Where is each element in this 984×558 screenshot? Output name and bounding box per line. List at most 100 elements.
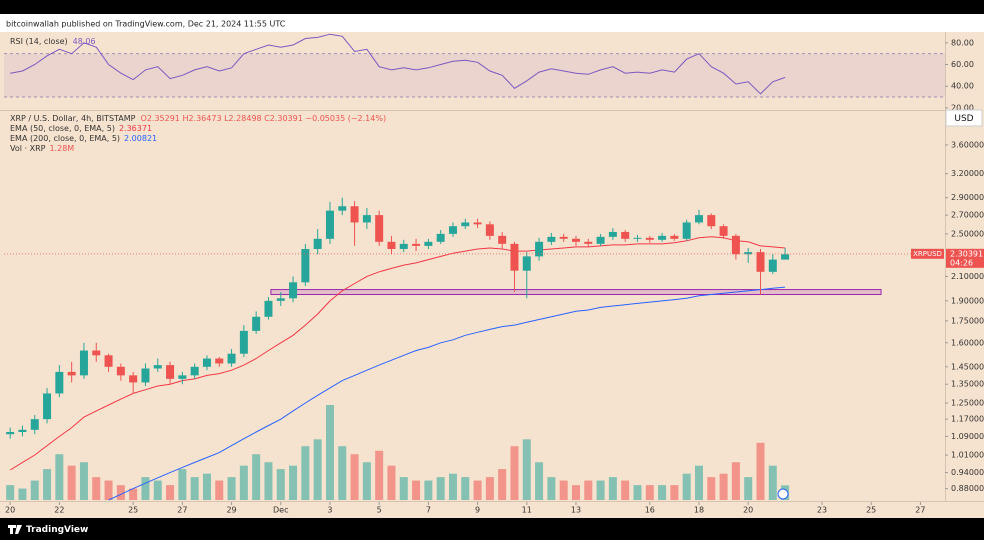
- candle-body: [571, 238, 580, 242]
- volume-bar: [707, 477, 716, 500]
- candle-body: [6, 431, 15, 435]
- volume-bar: [719, 473, 728, 500]
- volume-bar: [694, 465, 703, 500]
- volume-bar: [79, 462, 88, 500]
- candle-body: [498, 235, 507, 244]
- add-button: [777, 488, 789, 500]
- candle-body: [375, 215, 384, 242]
- volume-bar: [633, 485, 642, 500]
- volume-bar: [399, 477, 408, 500]
- y-tick-label: 3.60000: [951, 140, 984, 149]
- candle-body: [92, 350, 101, 356]
- candle-body: [252, 316, 261, 331]
- publisher: bitcoinwallah published on TradingView.c…: [6, 20, 286, 29]
- candle-body: [289, 282, 298, 299]
- candle-body: [215, 358, 224, 364]
- y-tick-label: 3.20000: [951, 169, 984, 178]
- x-tick-label: 25: [866, 506, 876, 515]
- y-tick-label: 2.90000: [951, 193, 984, 202]
- candle-body: [436, 233, 445, 242]
- y-tick-label: 20.00: [951, 103, 974, 112]
- x-tick-label: 27: [177, 506, 187, 515]
- volume-bar: [448, 473, 457, 500]
- legend-entry: EMA (50, close, 0, EMA, 5) 2.36371: [10, 124, 152, 133]
- candle-body: [719, 226, 728, 236]
- candle-body: [756, 252, 765, 272]
- volume-bar: [55, 454, 64, 500]
- volume-bar: [682, 473, 691, 500]
- x-tick-label: Dec: [273, 506, 288, 515]
- volume-bar: [522, 439, 531, 500]
- volume-bar: [338, 446, 347, 500]
- volume-bar: [129, 488, 138, 500]
- price-tag-value: 2.30391: [950, 249, 983, 258]
- candle-body: [633, 237, 642, 239]
- x-tick-label: 9: [475, 506, 480, 515]
- rsi-title: RSI (14, close) 48.06: [10, 37, 96, 46]
- candle-body: [744, 252, 753, 255]
- x-tick-label: 16: [645, 506, 655, 515]
- legend-name: EMA (200, close, 0, EMA, 5): [10, 134, 120, 143]
- top-bar: [0, 0, 984, 14]
- candle-body: [202, 358, 211, 367]
- y-tick-label: 0.94000: [951, 468, 984, 477]
- rsi-line: [10, 33, 786, 95]
- volume-bar: [645, 485, 654, 500]
- candle-body: [190, 366, 199, 376]
- candle-body: [301, 248, 310, 283]
- legend-name: EMA (50, close, 0, EMA, 5): [10, 124, 115, 133]
- x-tick-label: 11: [522, 506, 532, 515]
- y-tick-label: 2.70000: [951, 211, 984, 220]
- volume-bar: [227, 477, 236, 500]
- candle-body: [535, 241, 544, 257]
- y-tick-label: 80.00: [951, 38, 974, 47]
- y-tick-label: 1.01000: [951, 451, 984, 460]
- candle-body: [276, 298, 285, 301]
- currency: USD: [954, 114, 973, 124]
- x-tick-label: 5: [377, 506, 382, 515]
- volume-bar: [289, 465, 298, 500]
- volume-bar: [43, 469, 52, 500]
- volume-bar: [424, 480, 433, 500]
- volume-bar: [608, 477, 617, 500]
- footer-bar: [0, 518, 984, 540]
- volume-bar: [313, 439, 322, 500]
- candle-body: [387, 241, 396, 249]
- price-tag: [946, 248, 984, 268]
- volume-bar: [596, 480, 605, 500]
- candle-body: [141, 368, 150, 383]
- candle-body: [584, 241, 593, 244]
- candle-body: [645, 237, 654, 240]
- candle-body: [658, 235, 667, 240]
- volume-bar: [18, 488, 27, 500]
- footer-strip: [0, 540, 984, 554]
- candle-body: [79, 350, 88, 376]
- candle-body: [670, 235, 679, 239]
- candle-body: [67, 371, 76, 376]
- volume-bar: [670, 485, 679, 500]
- y-tick-label: 1.09000: [951, 432, 984, 441]
- candle-body: [264, 300, 273, 317]
- volume-bar: [571, 485, 580, 500]
- volume-bar: [92, 477, 101, 500]
- x-tick-label: 27: [915, 506, 925, 515]
- plot-layer: 80.00 60.00 40.00 20.00 RSI (14, close) 48.06…: [4, 33, 984, 515]
- y-tick-label: 2.10000: [951, 272, 984, 281]
- volume-bar: [190, 477, 199, 500]
- volume-bar: [756, 442, 765, 500]
- candle-body: [510, 243, 519, 271]
- ema-line: [108, 286, 786, 501]
- symbol-tag: [911, 248, 944, 259]
- volume-bar: [202, 473, 211, 500]
- candle-body: [116, 366, 125, 376]
- volume-bar: [6, 485, 15, 500]
- candle-body: [178, 375, 187, 379]
- candle-body: [461, 222, 470, 227]
- x-tick-label: 20: [5, 506, 15, 515]
- currency-box: [945, 109, 983, 127]
- candle-body: [55, 371, 64, 394]
- candle-body: [43, 393, 52, 420]
- volume-bar: [141, 477, 150, 500]
